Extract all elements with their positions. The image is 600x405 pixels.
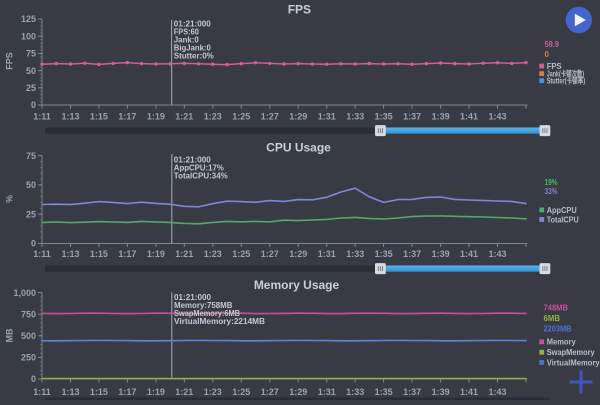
svg-text:1:41: 1:41 (460, 249, 478, 259)
svg-text:1:39: 1:39 (432, 249, 450, 259)
svg-text:1:33: 1:33 (346, 249, 364, 259)
svg-text:1:41: 1:41 (460, 112, 478, 122)
svg-text:Memory Usage: Memory Usage (254, 278, 340, 292)
svg-text:Memory: Memory (547, 338, 577, 347)
svg-text:1:11: 1:11 (33, 249, 51, 259)
svg-text:1:19: 1:19 (147, 112, 165, 122)
svg-text:1:33: 1:33 (346, 112, 364, 122)
svg-text:1:29: 1:29 (289, 387, 307, 397)
svg-text:Stutter(卡顿率): Stutter(卡顿率) (547, 76, 586, 86)
svg-text:25: 25 (26, 209, 36, 219)
svg-text:100: 100 (21, 31, 36, 41)
svg-text:748MB: 748MB (544, 304, 569, 313)
svg-text:1:13: 1:13 (61, 387, 79, 397)
svg-text:1:35: 1:35 (375, 112, 393, 122)
svg-text:1:39: 1:39 (432, 112, 450, 122)
svg-text:%: % (5, 195, 15, 203)
svg-text:1:29: 1:29 (289, 112, 307, 122)
svg-text:1:25: 1:25 (232, 112, 250, 122)
svg-text:1:35: 1:35 (375, 249, 393, 259)
svg-text:SwapMemory:6MB: SwapMemory:6MB (174, 309, 240, 318)
svg-text:0: 0 (545, 50, 550, 59)
svg-text:1:23: 1:23 (204, 112, 222, 122)
svg-text:01:21:000: 01:21:000 (174, 293, 212, 302)
svg-text:1:11: 1:11 (33, 387, 51, 397)
svg-text:VirtualMemory: VirtualMemory (547, 358, 600, 367)
svg-text:1:31: 1:31 (318, 112, 336, 122)
svg-text:1:17: 1:17 (118, 112, 136, 122)
svg-text:1:29: 1:29 (289, 249, 307, 259)
svg-text:FPS: FPS (288, 3, 311, 17)
svg-text:125: 125 (21, 14, 36, 24)
svg-text:FPS: FPS (5, 52, 15, 70)
svg-text:1:17: 1:17 (118, 387, 136, 397)
svg-text:19%: 19% (545, 178, 558, 187)
svg-text:FPS:60: FPS:60 (174, 27, 200, 36)
svg-text:59.9: 59.9 (545, 40, 560, 49)
svg-text:1:39: 1:39 (432, 387, 450, 397)
svg-text:1:43: 1:43 (488, 387, 506, 397)
svg-text:750: 750 (21, 309, 36, 319)
svg-text:6MB: 6MB (544, 314, 561, 323)
svg-text:33%: 33% (545, 187, 558, 196)
svg-text:1:23: 1:23 (204, 387, 222, 397)
svg-text:1:15: 1:15 (90, 112, 108, 122)
svg-text:MB: MB (5, 328, 15, 342)
svg-text:1:11: 1:11 (33, 112, 51, 122)
svg-text:250: 250 (21, 353, 36, 363)
svg-text:1:15: 1:15 (90, 387, 108, 397)
svg-text:FPS: FPS (547, 62, 563, 71)
svg-text:1:25: 1:25 (232, 249, 250, 259)
svg-text:AppCPU: AppCPU (547, 206, 577, 215)
svg-text:1:19: 1:19 (147, 249, 165, 259)
svg-text:500: 500 (21, 331, 36, 341)
svg-text:1:21: 1:21 (175, 387, 193, 397)
svg-text:1:37: 1:37 (403, 387, 421, 397)
svg-text:1:37: 1:37 (403, 112, 421, 122)
svg-text:75: 75 (26, 151, 36, 161)
svg-text:1:43: 1:43 (488, 112, 506, 122)
svg-text:1:43: 1:43 (488, 249, 506, 259)
svg-text:1:37: 1:37 (403, 249, 421, 259)
svg-text:0: 0 (31, 239, 36, 249)
svg-text:TotalCPU: TotalCPU (547, 215, 579, 224)
svg-text:BigJank:0: BigJank:0 (174, 43, 212, 52)
svg-text:2203MB: 2203MB (544, 325, 572, 334)
svg-text:Memory:758MB: Memory:758MB (174, 301, 233, 310)
svg-text:0: 0 (31, 100, 36, 110)
svg-text:75: 75 (26, 49, 36, 59)
svg-text:1:13: 1:13 (61, 112, 79, 122)
svg-text:50: 50 (26, 180, 36, 190)
svg-text:AppCPU:17%: AppCPU:17% (174, 164, 224, 173)
svg-text:1:15: 1:15 (90, 249, 108, 259)
svg-text:1:27: 1:27 (261, 387, 279, 397)
svg-text:1:31: 1:31 (318, 387, 336, 397)
svg-text:SwapMemory: SwapMemory (547, 348, 596, 357)
svg-text:Stutter:0%: Stutter:0% (174, 51, 214, 60)
svg-text:1:21: 1:21 (175, 249, 193, 259)
svg-text:1:19: 1:19 (147, 387, 165, 397)
svg-text:0: 0 (31, 374, 36, 384)
svg-text:Jank:0: Jank:0 (174, 35, 200, 44)
svg-text:01:21:000: 01:21:000 (174, 156, 212, 165)
svg-text:1:31: 1:31 (318, 249, 336, 259)
svg-text:1:23: 1:23 (204, 249, 222, 259)
svg-text:CPU Usage: CPU Usage (266, 141, 331, 155)
svg-text:1:13: 1:13 (61, 249, 79, 259)
svg-text:1:17: 1:17 (118, 249, 136, 259)
svg-text:1:21: 1:21 (175, 112, 193, 122)
svg-text:25: 25 (26, 83, 36, 93)
svg-text:1,000: 1,000 (13, 288, 36, 298)
svg-text:1:25: 1:25 (232, 387, 250, 397)
svg-text:1:33: 1:33 (346, 387, 364, 397)
svg-text:50: 50 (26, 66, 36, 76)
svg-text:VirtualMemory:2214MB: VirtualMemory:2214MB (174, 317, 265, 326)
svg-text:01:21:000: 01:21:000 (174, 19, 212, 28)
svg-text:Jank(卡顿次数): Jank(卡顿次数) (547, 69, 585, 79)
svg-text:1:41: 1:41 (460, 387, 478, 397)
svg-text:1:27: 1:27 (261, 249, 279, 259)
svg-text:1:27: 1:27 (261, 112, 279, 122)
svg-text:TotalCPU:34%: TotalCPU:34% (174, 172, 228, 181)
svg-text:1:35: 1:35 (375, 387, 393, 397)
